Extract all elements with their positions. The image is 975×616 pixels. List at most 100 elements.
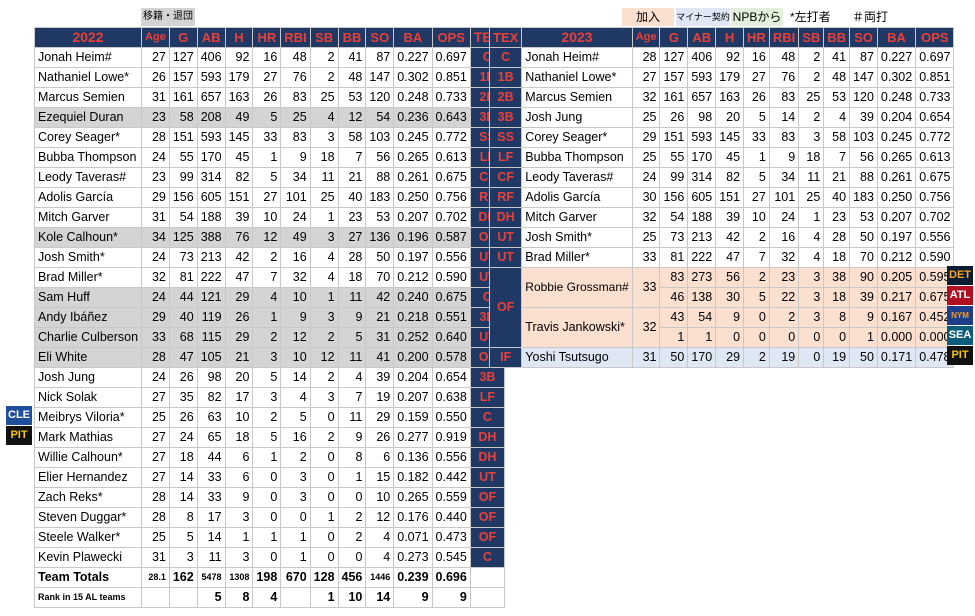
stat-cell: 0.196 bbox=[393, 227, 433, 248]
table-row: Nick Solak 27 35 82 17 3 4 3 7 19 0.207 0.638 LF bbox=[33, 387, 506, 408]
table-row: Meibrys Viloria* 25 26 63 10 2 5 0 11 29 0.159 0.55… bbox=[33, 407, 506, 428]
stat-cell: 90 bbox=[849, 267, 878, 288]
stat-cell: 10 bbox=[280, 287, 311, 308]
stat-cell: 170 bbox=[687, 147, 717, 168]
rank-cell: 9 bbox=[431, 587, 471, 608]
stat-cell: 92 bbox=[715, 47, 745, 68]
stat-cell: 406 bbox=[196, 47, 226, 68]
table-row: Mark Mathias 27 24 65 18 5 16 2 9 26 0.277 0.919 DH bbox=[33, 427, 506, 448]
stat-cell: 76 bbox=[768, 67, 800, 88]
total-cell: 456 bbox=[337, 567, 367, 588]
stat-cell: 0.218 bbox=[393, 307, 433, 328]
blank-cell bbox=[469, 567, 506, 588]
stat-cell: 56 bbox=[365, 147, 395, 168]
stat-cell: 151 bbox=[715, 187, 745, 208]
stat-cell: 30 bbox=[631, 187, 661, 208]
stat-cell: 0 bbox=[798, 327, 825, 348]
stat-cell: 99 bbox=[659, 167, 689, 188]
stat-cell: 4 bbox=[365, 547, 395, 568]
player-name: Adolis García bbox=[33, 187, 143, 208]
stat-cell: 0.250 bbox=[393, 187, 433, 208]
stat-cell: 56 bbox=[715, 267, 745, 288]
stat-cell: 32 bbox=[768, 247, 800, 268]
column-header: HR bbox=[743, 27, 770, 48]
stat-cell: 15 bbox=[365, 467, 395, 488]
stat-cell: 31 bbox=[141, 87, 170, 108]
stat-cell: 73 bbox=[168, 247, 198, 268]
stat-cell: 31 bbox=[141, 547, 170, 568]
stat-cell: 125 bbox=[168, 227, 198, 248]
stat-cell: 0.772 bbox=[915, 127, 955, 148]
stat-cell: 0.733 bbox=[915, 87, 955, 108]
stat-cell: 82 bbox=[715, 167, 745, 188]
stat-cell: 55 bbox=[168, 147, 198, 168]
total-cell: 198 bbox=[252, 567, 282, 588]
legend-transfer: 移籍・退団 bbox=[141, 8, 195, 26]
stat-cell: 41 bbox=[823, 47, 851, 68]
table-row: Josh Smith* 24 73 213 42 2 16 4 28 50 0.197 0.556 UT bbox=[33, 247, 506, 268]
stat-cell: 49 bbox=[280, 227, 311, 248]
stat-cell: 10 bbox=[224, 407, 254, 428]
stat-cell: 0 bbox=[798, 347, 825, 368]
stat-cell: 12 bbox=[280, 327, 311, 348]
stat-cell: 27 bbox=[252, 187, 282, 208]
stat-cell: 5 bbox=[743, 107, 770, 128]
stat-cell: 0.207 bbox=[393, 387, 433, 408]
stat-cell: 7 bbox=[337, 387, 367, 408]
stat-cell: 63 bbox=[196, 407, 226, 428]
player-name: Brad Miller* bbox=[33, 267, 143, 288]
stat-cell: 38 bbox=[823, 267, 851, 288]
stat-cell: 81 bbox=[659, 247, 689, 268]
stat-cell: 54 bbox=[365, 107, 395, 128]
stat-cell: 121 bbox=[196, 287, 226, 308]
stats-2023-table: TEX 2023 Age G AB H HR RBI SB BB SO BA OPS C Jonah Hei… bbox=[488, 27, 955, 368]
header-row: TEX 2023 Age G AB H HR RBI SB BB SO BA OPS bbox=[488, 27, 955, 48]
stat-cell: 9 bbox=[337, 307, 367, 328]
stat-cell: 0.595 bbox=[915, 267, 955, 288]
position-cell: DH bbox=[469, 447, 506, 468]
stat-cell: 0.550 bbox=[431, 407, 471, 428]
stat-cell: 593 bbox=[687, 67, 717, 88]
stat-cell: 39 bbox=[365, 367, 395, 388]
stat-cell: 605 bbox=[196, 187, 226, 208]
stat-cell: 8 bbox=[823, 307, 851, 328]
stat-cell: 3 bbox=[309, 387, 339, 408]
column-header: AB bbox=[687, 27, 717, 48]
stat-cell: 2 bbox=[309, 327, 339, 348]
stat-cell: 0.159 bbox=[393, 407, 433, 428]
player-name: Willie Calhoun* bbox=[33, 447, 143, 468]
stat-cell: 27 bbox=[141, 47, 170, 68]
stat-cell: 0.590 bbox=[431, 267, 471, 288]
rank-cell: 9 bbox=[393, 587, 433, 608]
stat-cell: 44 bbox=[196, 447, 226, 468]
stat-cell: 29 bbox=[365, 407, 395, 428]
player-name: Yoshi Tsutsugo bbox=[521, 347, 633, 368]
stat-cell: 34 bbox=[141, 227, 170, 248]
stat-cell: 73 bbox=[659, 227, 689, 248]
player-name: Josh Jung bbox=[521, 107, 633, 128]
stat-cell: 26 bbox=[141, 67, 170, 88]
stat-cell: 9 bbox=[280, 147, 311, 168]
stat-cell: 0.182 bbox=[393, 467, 433, 488]
stat-cell: 50 bbox=[659, 347, 689, 368]
legend-switch: ＃両打 bbox=[852, 10, 889, 24]
stat-cell: 70 bbox=[849, 247, 878, 268]
column-header: SO bbox=[849, 27, 878, 48]
stat-cell: 0 bbox=[252, 487, 282, 508]
stat-cell: 0.756 bbox=[915, 187, 955, 208]
column-header: BB bbox=[823, 27, 851, 48]
stat-cell: 179 bbox=[715, 67, 745, 88]
stat-cell: 12 bbox=[337, 107, 367, 128]
stat-cell: 0.440 bbox=[431, 507, 471, 528]
stat-cell: 29 bbox=[141, 187, 170, 208]
stat-cell: 161 bbox=[168, 87, 198, 108]
table-row: 1 1 0 0 0 0 0 1 0.000 0.000 bbox=[490, 327, 955, 348]
stat-cell: 4 bbox=[252, 287, 282, 308]
stat-cell: 47 bbox=[715, 247, 745, 268]
stat-cell: 48 bbox=[823, 67, 851, 88]
stat-cell: 65 bbox=[196, 427, 226, 448]
stat-cell: 1 bbox=[252, 447, 282, 468]
stat-cell: 83 bbox=[768, 127, 800, 148]
stat-cell: 53 bbox=[337, 87, 367, 108]
stat-cell: 11 bbox=[196, 547, 226, 568]
